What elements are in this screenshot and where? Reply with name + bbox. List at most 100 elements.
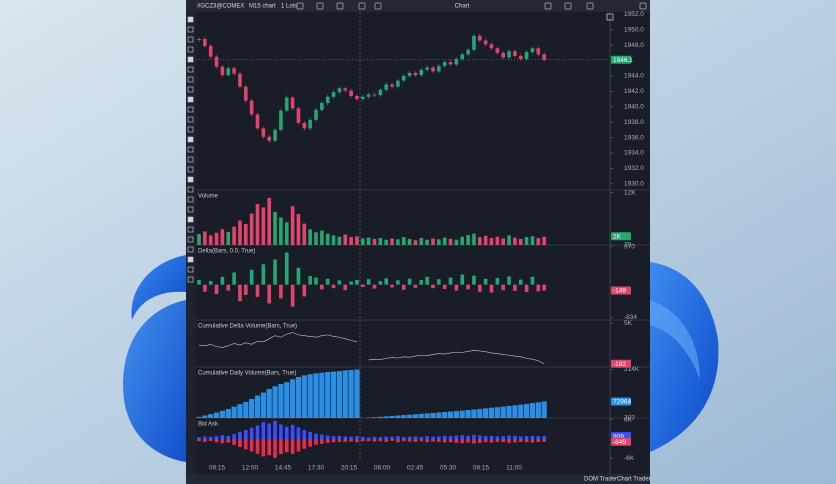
bid-bar xyxy=(396,436,400,439)
tool-icon[interactable] xyxy=(187,216,194,223)
status-button[interactable]: DOM Trader xyxy=(584,477,617,483)
tool-icon[interactable] xyxy=(187,186,194,193)
cum-volume-bar xyxy=(401,415,407,418)
bid-bar xyxy=(530,435,535,439)
ask-bar xyxy=(255,439,260,454)
tool-icon[interactable] xyxy=(187,276,194,283)
toolbar-button[interactable] xyxy=(336,2,344,10)
delta-bar xyxy=(273,259,277,285)
timeframe[interactable]: M15 chart xyxy=(249,4,276,10)
panel-label: Cumulative Delta Volume(Bars, True) xyxy=(198,324,297,330)
ask-bar xyxy=(337,439,342,442)
toolbar-button[interactable] xyxy=(564,2,572,10)
tool-icon[interactable] xyxy=(187,196,194,203)
time-label: 11:00 xyxy=(506,465,522,472)
tool-icon[interactable] xyxy=(187,156,194,163)
bid-bar xyxy=(238,431,242,439)
volume-bar xyxy=(454,239,459,245)
tool-icon[interactable] xyxy=(187,146,194,153)
tool-icon[interactable] xyxy=(187,26,194,33)
tool-icon[interactable] xyxy=(187,86,194,93)
cum-volume-bar xyxy=(208,414,214,418)
toolbar-button[interactable] xyxy=(586,2,594,10)
cum-volume-bar xyxy=(336,371,342,418)
tool-icon[interactable] xyxy=(187,166,194,173)
cum-volume-bar xyxy=(418,413,424,418)
bid-bar xyxy=(431,436,435,439)
tool-icon[interactable] xyxy=(187,106,194,113)
toolbar-button[interactable] xyxy=(316,2,324,10)
y-tick-label: -834 xyxy=(624,314,637,321)
window-title: Chart xyxy=(455,4,470,10)
volume-bar xyxy=(255,203,260,245)
tool-icon[interactable] xyxy=(187,76,194,83)
tool-icon[interactable] xyxy=(187,36,194,43)
tool-icon[interactable] xyxy=(187,226,194,233)
candle xyxy=(478,35,482,41)
tool-icon[interactable] xyxy=(187,116,194,123)
delta-bar xyxy=(267,284,271,304)
toolbar-button[interactable] xyxy=(374,2,382,10)
cum-volume-bar xyxy=(477,408,483,418)
toolbar-button[interactable] xyxy=(544,2,552,10)
volume-bar xyxy=(290,206,295,245)
bid-bar xyxy=(425,436,429,439)
status-button[interactable]: Chart Trader xyxy=(617,477,651,483)
candle xyxy=(331,92,336,97)
volume-bar xyxy=(419,238,424,245)
toolbar-button[interactable] xyxy=(296,2,304,10)
lots[interactable]: 1 Lots xyxy=(281,4,297,10)
time-label: 02:45 xyxy=(407,465,424,472)
volume-bar xyxy=(384,239,388,245)
tool-icon[interactable] xyxy=(187,206,194,213)
volume-bar xyxy=(366,237,371,245)
volume-bar xyxy=(314,232,318,245)
toolbar-button[interactable] xyxy=(606,13,614,21)
tool-icon[interactable] xyxy=(187,176,194,183)
bid-bar xyxy=(413,436,418,439)
bid-bar xyxy=(325,435,330,439)
volume-bar xyxy=(361,238,365,245)
delta-bar xyxy=(249,269,254,285)
delta-bar xyxy=(284,252,289,285)
toolbar-button[interactable] xyxy=(358,2,366,10)
tool-icon[interactable] xyxy=(187,46,194,53)
ask-bar xyxy=(419,439,424,442)
tool-icon[interactable] xyxy=(187,16,194,23)
y-tick-label: -6K xyxy=(624,455,635,462)
bid-bar xyxy=(314,433,318,439)
cum-volume-bar xyxy=(290,379,296,418)
tool-icon[interactable] xyxy=(187,236,194,243)
candle xyxy=(261,128,266,137)
candle xyxy=(290,97,295,109)
ask-bar xyxy=(203,439,207,442)
candle xyxy=(530,48,535,53)
tool-icon[interactable] xyxy=(187,126,194,133)
symbol[interactable]: #GCZ3@COMEX xyxy=(197,4,244,10)
bid-bar xyxy=(372,436,377,439)
bid-bar xyxy=(273,420,277,439)
tool-icon[interactable] xyxy=(187,136,194,143)
delta-bar xyxy=(220,276,225,285)
tool-icon[interactable] xyxy=(187,96,194,103)
candle xyxy=(302,122,307,129)
price-badge xyxy=(611,437,631,446)
bid-bar xyxy=(501,436,505,439)
tool-icon[interactable] xyxy=(187,56,194,63)
bid-bar xyxy=(401,437,406,439)
tool-icon[interactable] xyxy=(187,266,194,273)
price-badge xyxy=(611,286,631,295)
status-bar xyxy=(186,474,650,484)
delta-bar xyxy=(513,284,517,291)
ask-bar xyxy=(320,439,324,444)
tool-icon[interactable] xyxy=(187,66,194,73)
tool-icon[interactable] xyxy=(187,246,194,253)
cum-volume-bar xyxy=(524,403,530,418)
candle xyxy=(325,96,330,103)
bid-bar xyxy=(495,436,500,439)
toolbar-button[interactable] xyxy=(639,2,647,10)
ask-bar xyxy=(290,439,295,454)
delta-bar xyxy=(454,284,459,291)
tool-icon[interactable] xyxy=(187,256,194,263)
y-tick-label: 970 xyxy=(624,243,635,250)
